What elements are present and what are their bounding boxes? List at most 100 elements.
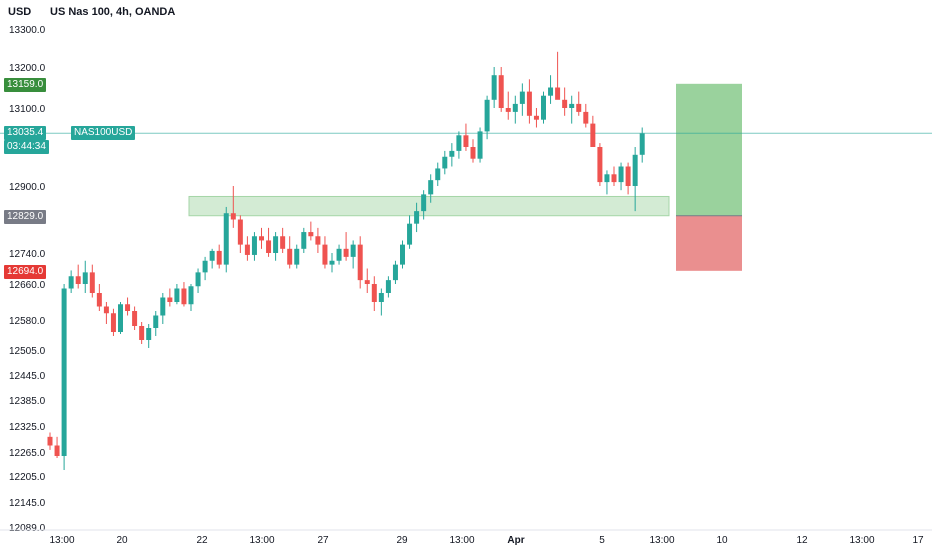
candle-body [484, 99, 490, 132]
y-tick-label: 12145.0 [9, 498, 46, 509]
candle-body [188, 286, 194, 305]
x-tick-label: 13:00 [49, 535, 74, 546]
candle-body [625, 166, 631, 186]
entry-price-tag: 12829.0 [4, 210, 47, 224]
candle-body [139, 326, 145, 340]
target-price-tag: 13159.0 [4, 78, 47, 92]
candle-body [576, 103, 582, 112]
candle-body [153, 315, 159, 328]
candle-body [273, 236, 279, 253]
support-zone [188, 195, 670, 217]
candle-body [512, 103, 518, 112]
candle-body [118, 304, 123, 332]
candle-body [89, 272, 95, 293]
candle-body [442, 156, 448, 169]
candle-body [82, 272, 88, 284]
x-tick-label: 5 [599, 535, 605, 546]
candle-body [195, 272, 201, 287]
candle-body [160, 297, 166, 316]
candle-body [103, 306, 109, 314]
y-tick-label: 13100.0 [9, 104, 46, 115]
candle-body [343, 248, 349, 257]
candle-body [470, 147, 476, 159]
x-tick-label: 13:00 [249, 535, 274, 546]
y-tick-label: 12445.0 [9, 371, 46, 382]
x-tick-label: 29 [396, 535, 408, 546]
target-zone [676, 83, 742, 216]
candle-body [526, 91, 532, 116]
candle-body [301, 232, 307, 249]
x-tick-label: 13:00 [849, 535, 874, 546]
candle-body [400, 244, 405, 265]
candle-body [519, 91, 525, 104]
current-price-tag: 13035.4 [4, 126, 47, 140]
candle-body [632, 154, 638, 186]
candle-body [181, 288, 187, 305]
candle-body [167, 297, 173, 302]
candle-body [336, 248, 342, 261]
candle-body [498, 75, 504, 108]
x-tick-label: 27 [317, 535, 329, 546]
candle-body [477, 131, 483, 159]
candle-body [407, 223, 413, 245]
candle-body [61, 288, 67, 456]
candle-body [329, 260, 335, 265]
x-tick-label: 10 [716, 535, 728, 546]
candle-body [611, 174, 617, 183]
candle-body [266, 240, 272, 253]
y-tick-label: 12325.0 [9, 422, 46, 433]
y-tick-label: 12385.0 [9, 396, 46, 407]
stop-price-tag: 12694.0 [4, 265, 47, 279]
candle-body [533, 115, 539, 120]
y-tick-label: 12505.0 [9, 346, 46, 357]
candle-body [456, 135, 462, 151]
y-tick-label: 12580.0 [9, 316, 46, 327]
candle-body [146, 328, 152, 340]
symbol-tag: NAS100USD [71, 126, 136, 140]
candle-body [562, 99, 568, 108]
candle-body [597, 147, 603, 183]
candle-body [435, 168, 441, 181]
stop-zone [676, 215, 742, 271]
x-tick-label: 17 [912, 535, 924, 546]
candle-body [308, 232, 314, 237]
y-tick-label: 13300.0 [9, 25, 46, 36]
candle-body [364, 280, 370, 284]
candle-body [604, 174, 610, 183]
candle-body [449, 150, 455, 157]
candle-body [392, 264, 398, 281]
candle-body [555, 87, 561, 100]
candle-body [378, 293, 384, 302]
candle-body [132, 311, 138, 326]
candle-body [414, 211, 420, 224]
x-tick-label: Apr [507, 535, 524, 546]
candle-body [259, 236, 264, 241]
y-tick-label: 12205.0 [9, 472, 46, 483]
candle-body [491, 75, 497, 100]
candle-body [618, 166, 624, 183]
candle-body [569, 103, 575, 108]
candle-body [421, 194, 427, 212]
currency-label: USD [8, 6, 32, 18]
candle-body [230, 213, 236, 220]
candle-body [47, 436, 53, 446]
x-tick-label: 13:00 [449, 535, 474, 546]
candle-body [639, 133, 645, 155]
candle-body [357, 244, 363, 281]
candle-body [350, 244, 356, 257]
y-tick-label: 12740.0 [9, 249, 46, 260]
y-tick-label: 12660.0 [9, 280, 46, 291]
candle-body [216, 250, 222, 265]
candle-body [287, 248, 293, 265]
y-tick-label: 13200.0 [9, 63, 46, 74]
candle-body [428, 180, 434, 195]
y-tick-label: 12089.0 [9, 523, 46, 534]
candle-body [202, 260, 208, 273]
y-tick-label: 12900.0 [9, 182, 46, 193]
x-tick-label: 12 [796, 535, 808, 546]
candle-body [590, 123, 596, 147]
candle-body [237, 219, 243, 245]
candle-body [463, 135, 469, 147]
